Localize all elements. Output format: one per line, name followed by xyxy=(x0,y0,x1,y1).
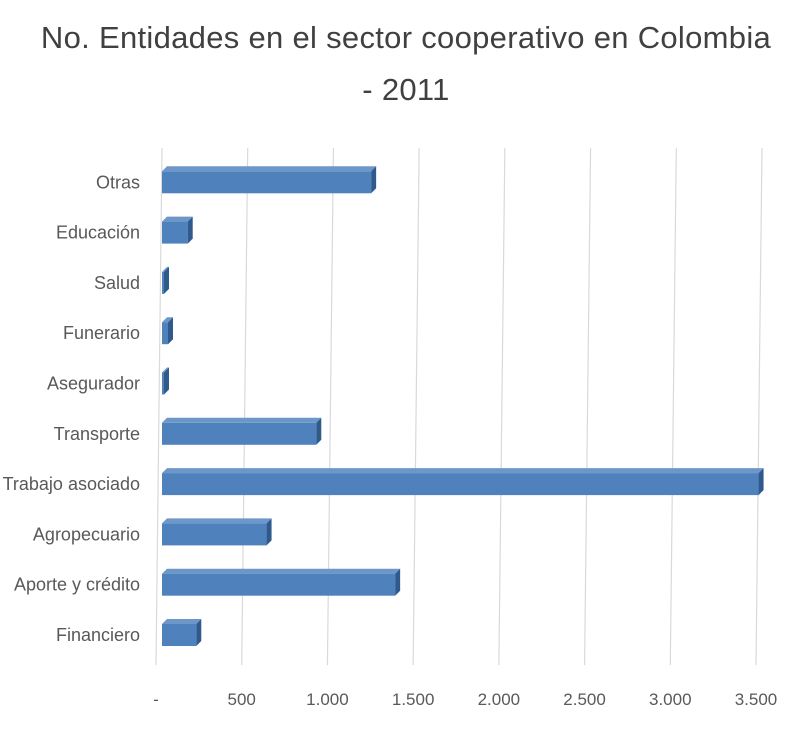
category-label: Asegurador xyxy=(47,374,140,394)
bars xyxy=(162,166,764,646)
gridline xyxy=(669,147,677,666)
chart-title: No. Entidades en el sector cooperativo e… xyxy=(40,20,772,107)
x-tick-label: 2.000 xyxy=(478,690,521,709)
category-label: Financiero xyxy=(56,625,140,645)
bar xyxy=(162,367,169,395)
gridline xyxy=(155,147,163,666)
category-labels: Financiero Aporte y crédito Agropecuario Tr… xyxy=(3,172,140,645)
bar xyxy=(162,568,401,596)
gridline xyxy=(583,147,592,666)
gridline xyxy=(412,147,420,666)
category-label: Funerario xyxy=(63,323,140,343)
category-label: Salud xyxy=(94,273,140,293)
x-tick-label: 3.000 xyxy=(649,690,692,709)
x-tick-label: - xyxy=(153,690,159,709)
x-tick-label: 500 xyxy=(228,690,256,709)
bar xyxy=(162,216,193,244)
category-label: Transporte xyxy=(54,424,140,444)
bar xyxy=(162,518,272,546)
bar xyxy=(162,619,202,646)
x-tick-label: 1.500 xyxy=(392,690,435,709)
x-tick-label: 3.500 xyxy=(735,690,778,709)
gridline xyxy=(755,147,763,666)
gridline xyxy=(498,147,506,666)
category-label: Educación xyxy=(56,223,140,243)
category-label: Trabajo asociado xyxy=(3,474,140,494)
bar xyxy=(162,266,169,294)
bar xyxy=(162,317,173,345)
category-label: Otras xyxy=(96,172,140,192)
x-tick-label: 2.500 xyxy=(563,690,606,709)
gridlines xyxy=(155,147,763,666)
tick-labels: - 500 1.000 1.500 2.000 2.500 3.000 3.500 xyxy=(153,690,777,709)
bar xyxy=(162,166,377,194)
category-label: Aporte y crédito xyxy=(14,575,140,595)
bar xyxy=(162,417,322,445)
bar xyxy=(162,468,764,496)
x-tick-label: 1.000 xyxy=(306,690,349,709)
category-label: Agropecuario xyxy=(33,524,140,544)
